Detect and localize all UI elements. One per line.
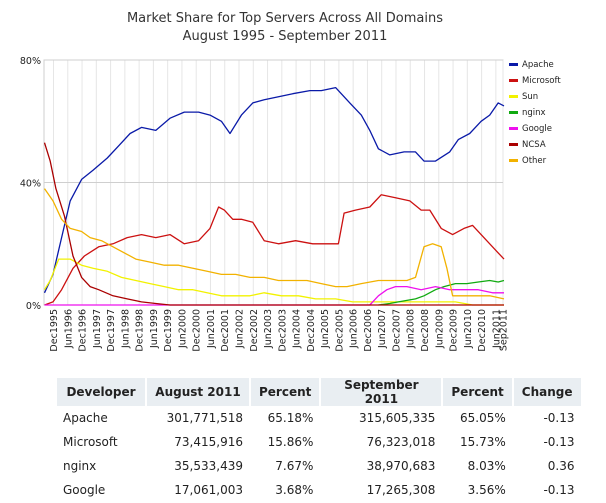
x-tick-label: Jun1996 xyxy=(63,309,74,349)
y-tick-label: 80% xyxy=(20,56,41,67)
series-line-other xyxy=(43,188,505,300)
cell-september-count: 315,605,335 xyxy=(359,411,436,425)
table-row: Microsoft 73,415,916 15.86% 76,323,018 1… xyxy=(57,430,581,454)
x-tick-label: Sep2011 xyxy=(499,309,510,351)
header-developer: Developer xyxy=(57,378,145,406)
series-line-apache xyxy=(43,86,505,294)
series-line-google xyxy=(44,285,504,306)
cell-august-percent: 3.68% xyxy=(275,483,314,497)
cell-change: -0.13 xyxy=(543,483,575,497)
plot-grid xyxy=(43,59,504,306)
cell-change: -0.13 xyxy=(543,435,575,449)
plot-series xyxy=(43,86,505,306)
cell-september-count: 76,323,018 xyxy=(366,435,436,449)
header-percent-sep: Percent xyxy=(443,378,512,406)
x-tick-label: Dec2010 xyxy=(477,309,488,352)
cell-august-count: 17,061,003 xyxy=(174,483,243,497)
cell-developer: Google xyxy=(63,483,106,497)
legend-label-nginx: nginx xyxy=(522,108,546,118)
x-tick-label: Dec1997 xyxy=(106,309,117,352)
cell-august-count: 301,771,518 xyxy=(166,411,243,425)
x-tick-label: Jun1998 xyxy=(120,309,131,349)
legend-swatch-nginx xyxy=(509,111,518,114)
table-header-row: Developer August 2011 Percent September … xyxy=(57,378,581,406)
cell-developer: Microsoft xyxy=(63,435,118,449)
cell-change: -0.13 xyxy=(543,411,575,425)
cell-september-percent: 15.73% xyxy=(460,435,506,449)
cell-developer: Apache xyxy=(63,411,108,425)
x-tick-label: Dec1995 xyxy=(49,309,60,352)
legend-label-microsoft: Microsoft xyxy=(522,76,561,86)
x-tick-label: Jun2005 xyxy=(320,309,331,349)
x-tick-label: Dec1998 xyxy=(135,309,146,352)
cell-september-count: 38,970,683 xyxy=(366,459,436,473)
cell-september-percent: 65.05% xyxy=(460,411,506,425)
x-tick-label: Dec1999 xyxy=(163,309,174,352)
legend-label-google: Google xyxy=(522,124,552,134)
x-tick-label: Dec2006 xyxy=(363,309,374,352)
legend: Apache Microsoft Sun nginx Google NCSA Other xyxy=(509,60,561,166)
series-line-ncsa xyxy=(43,142,504,306)
x-tick-label: Jun2002 xyxy=(235,309,246,349)
legend-swatch-ncsa xyxy=(509,143,518,146)
stats-table: Developer August 2011 Percent September … xyxy=(55,378,583,502)
cell-august-count: 73,415,916 xyxy=(174,435,243,449)
x-tick-label: Dec2005 xyxy=(334,309,345,352)
cell-august-percent: 15.86% xyxy=(267,435,314,449)
x-tick-label: Dec2008 xyxy=(420,309,431,352)
x-tick-label: Jun2010 xyxy=(463,309,474,349)
market-share-chart: Market Share for Top Servers Across All … xyxy=(20,11,561,352)
chart-subtitle: August 1995 - September 2011 xyxy=(183,29,388,44)
header-change: Change xyxy=(513,378,581,406)
x-tick-label: Jun2009 xyxy=(434,309,445,349)
legend-label-ncsa: NCSA xyxy=(522,140,546,150)
legend-swatch-google xyxy=(509,127,518,130)
plot-axes: Dec1995 Jun1996 Dec1996 Jun1997 Dec1997 Jun19… xyxy=(20,56,510,352)
x-tick-label: Jun2000 xyxy=(177,309,188,349)
cell-september-percent: 8.03% xyxy=(467,459,506,473)
legend-swatch-apache xyxy=(509,63,518,66)
cell-august-percent: 7.67% xyxy=(275,459,314,473)
x-tick-label: Jun2006 xyxy=(349,309,360,349)
cell-august-percent: 65.18% xyxy=(267,411,314,425)
x-tick-label: Dec2003 xyxy=(277,309,288,352)
series-line-microsoft xyxy=(44,194,505,306)
x-tick-label: Jun2011 xyxy=(491,309,502,349)
header-august-2011: August 2011 xyxy=(147,378,249,406)
x-tick-label: Jun2001 xyxy=(206,309,217,349)
table-row: nginx 35,533,439 7.67% 38,970,683 8.03% … xyxy=(57,454,581,478)
x-tick-label: Dec2007 xyxy=(391,309,402,352)
legend-label-apache: Apache xyxy=(522,60,554,70)
x-tick-label: Jun2008 xyxy=(406,309,417,349)
chart-title: Market Share for Top Servers Across All … xyxy=(127,11,443,26)
x-tick-label: Dec2000 xyxy=(192,309,203,352)
header-september-2011: September 2011 xyxy=(321,378,442,406)
cell-change: 0.36 xyxy=(547,459,575,473)
legend-label-sun: Sun xyxy=(522,92,538,102)
cell-august-count: 35,533,439 xyxy=(174,459,243,473)
x-tick-label: Jun1997 xyxy=(92,309,103,349)
x-tick-label: Jun1999 xyxy=(149,309,160,349)
x-tick-label: Dec2004 xyxy=(306,309,317,352)
cell-developer: nginx xyxy=(63,459,97,473)
cell-september-percent: 3.56% xyxy=(467,483,506,497)
legend-label-other: Other xyxy=(522,156,547,166)
table-row: Google 17,061,003 3.68% 17,265,308 3.56%… xyxy=(57,478,581,502)
x-tick-label: Dec2001 xyxy=(220,309,231,352)
legend-swatch-microsoft xyxy=(509,79,518,82)
x-tick-label: Jun2004 xyxy=(292,309,303,349)
x-tick-label: Dec2009 xyxy=(449,309,460,352)
header-percent-aug: Percent xyxy=(251,378,320,406)
table-row: Apache 301,771,518 65.18% 315,605,335 65… xyxy=(57,406,581,430)
series-line-sun xyxy=(43,258,504,306)
x-tick-label: Dec2002 xyxy=(249,309,260,352)
x-tick-label: Jun2003 xyxy=(263,309,274,349)
x-tick-label: Jun2007 xyxy=(377,309,388,349)
legend-swatch-sun xyxy=(509,95,518,98)
y-tick-label: 0% xyxy=(26,301,41,312)
cell-september-count: 17,265,308 xyxy=(366,483,436,497)
legend-swatch-other xyxy=(509,159,518,162)
x-tick-label: Dec1996 xyxy=(78,309,89,352)
y-tick-label: 40% xyxy=(20,179,41,190)
